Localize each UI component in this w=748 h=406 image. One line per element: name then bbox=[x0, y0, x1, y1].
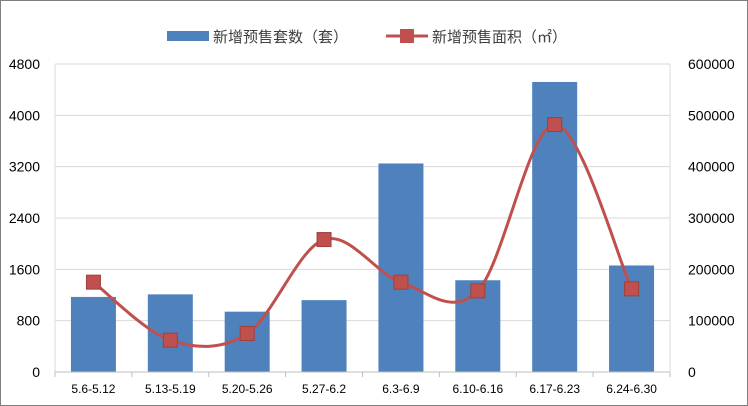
right-tick-label: 200000 bbox=[688, 261, 735, 277]
legend-swatch-bar bbox=[167, 31, 209, 41]
category-label: 6.24-6.30 bbox=[606, 382, 657, 396]
category-label: 6.10-6.16 bbox=[452, 382, 503, 396]
line-series bbox=[85, 117, 640, 348]
line-marker bbox=[85, 274, 101, 290]
left-axis-ticks: 0 800 1600 2400 3200 4000 4800 bbox=[9, 56, 40, 380]
axes bbox=[54, 64, 671, 377]
category-label: 5.27-6.2 bbox=[302, 382, 346, 396]
right-tick-label: 500000 bbox=[688, 107, 735, 123]
legend-label-line: 新增预售面积（㎡） bbox=[432, 28, 567, 46]
line-marker bbox=[162, 332, 178, 348]
line-marker bbox=[239, 326, 255, 341]
line-marker bbox=[624, 281, 640, 297]
right-axis-ticks: 0 100000 200000 300000 400000 500000 600000 bbox=[688, 56, 735, 380]
line-marker bbox=[547, 117, 563, 133]
legend-swatch-marker bbox=[400, 29, 414, 43]
legend-label-bar: 新增预售套数（套） bbox=[213, 28, 348, 46]
left-tick-label: 0 bbox=[32, 364, 40, 380]
line-marker bbox=[316, 232, 332, 248]
left-tick-label: 3200 bbox=[9, 159, 40, 175]
line-marker bbox=[470, 283, 486, 299]
line-marker bbox=[393, 274, 409, 290]
right-tick-label: 300000 bbox=[688, 210, 735, 226]
bar-series bbox=[70, 81, 655, 372]
right-tick-label: 600000 bbox=[688, 56, 735, 72]
category-label: 6.17-6.23 bbox=[529, 382, 580, 396]
gridlines bbox=[55, 63, 670, 322]
right-tick-label: 100000 bbox=[688, 313, 735, 329]
legend: 新增预售套数（套） 新增预售面积（㎡） bbox=[167, 28, 567, 46]
bar bbox=[301, 300, 347, 372]
category-label: 6.3-6.9 bbox=[382, 382, 420, 396]
category-label: 5.20-5.26 bbox=[222, 382, 273, 396]
left-tick-label: 2400 bbox=[9, 210, 40, 226]
bar bbox=[70, 296, 116, 372]
left-tick-label: 800 bbox=[17, 313, 41, 329]
left-tick-label: 4800 bbox=[9, 56, 40, 72]
bar bbox=[378, 163, 424, 372]
category-label: 5.13-5.19 bbox=[145, 382, 196, 396]
category-label: 5.6-5.12 bbox=[71, 382, 115, 396]
left-tick-label: 1600 bbox=[9, 261, 40, 277]
right-tick-label: 0 bbox=[688, 364, 696, 380]
right-tick-label: 400000 bbox=[688, 159, 735, 175]
category-labels: 5.6-5.12 5.13-5.19 5.20-5.26 5.27-6.2 6.3-6.… bbox=[71, 382, 657, 396]
left-tick-label: 4000 bbox=[9, 107, 40, 123]
